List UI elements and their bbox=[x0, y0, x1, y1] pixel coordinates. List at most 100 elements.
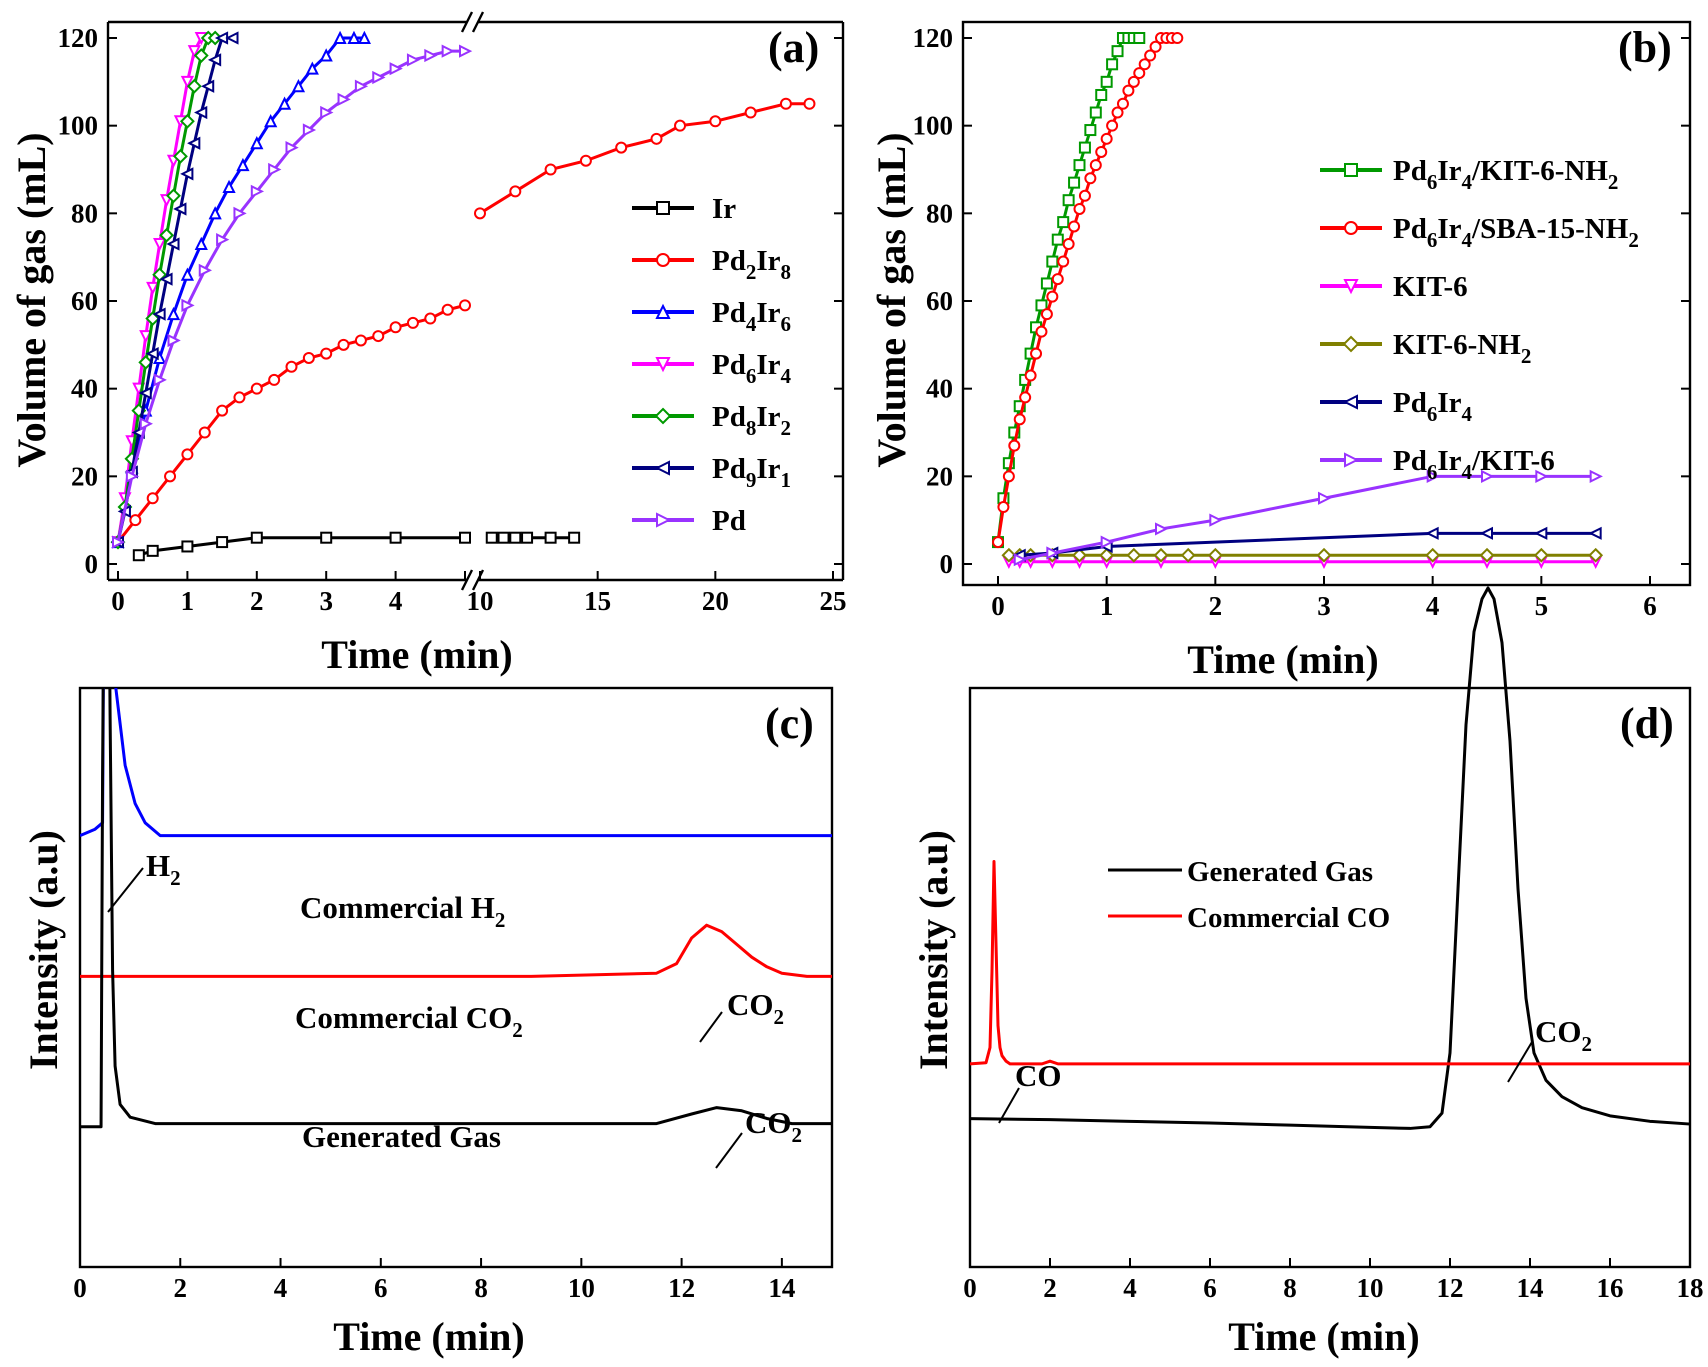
data-point bbox=[1035, 299, 1048, 312]
x-tick-label: 10 bbox=[467, 586, 494, 616]
data-point bbox=[139, 330, 153, 344]
annotation-arrow bbox=[107, 867, 144, 913]
data-point bbox=[1040, 308, 1053, 321]
data-point bbox=[424, 48, 438, 63]
x-tick-label: 14 bbox=[768, 1273, 795, 1303]
x-axis-label: Time (min) bbox=[321, 632, 512, 677]
data-point bbox=[354, 79, 369, 93]
data-point bbox=[1425, 526, 1439, 540]
y-tick-label: 0 bbox=[940, 549, 954, 579]
x-tick-label: 2 bbox=[174, 1273, 188, 1303]
data-point bbox=[1209, 513, 1223, 527]
data-point bbox=[1126, 547, 1142, 563]
y-tick-label: 80 bbox=[926, 198, 953, 228]
legend-marker bbox=[656, 201, 670, 215]
data-point bbox=[181, 540, 194, 553]
x-tick-label: 4 bbox=[1426, 591, 1440, 621]
data-point bbox=[285, 360, 298, 373]
data-point bbox=[236, 157, 250, 172]
data-point bbox=[145, 346, 159, 361]
data-point bbox=[372, 330, 385, 343]
y-axis-label: Volume of gas (mL) bbox=[9, 132, 54, 467]
data-point bbox=[166, 237, 180, 251]
x-tick-label: 20 bbox=[702, 586, 729, 616]
curve-label-generated-gas: Generated Gas bbox=[302, 1119, 501, 1154]
data-point bbox=[1046, 546, 1060, 560]
data-point bbox=[305, 61, 319, 75]
series-line bbox=[1019, 474, 1596, 562]
panel-d-xticks: 0 2 4 6 8 10 12 14 16 18 bbox=[963, 1258, 1704, 1303]
data-point bbox=[509, 185, 522, 198]
legend-label: Pd2​Ir8​ bbox=[712, 245, 791, 284]
data-point bbox=[1095, 88, 1108, 101]
annotation-co2: CO2​ bbox=[1535, 1014, 1592, 1056]
data-point bbox=[1111, 106, 1124, 119]
legend-marker bbox=[1344, 452, 1360, 468]
x-tick-label: 4 bbox=[389, 586, 403, 616]
legend-marker bbox=[654, 460, 670, 476]
data-point bbox=[1051, 233, 1064, 246]
data-point bbox=[198, 426, 211, 439]
data-point bbox=[1040, 277, 1053, 290]
legend-label: Pd6​Ir4​/SBA-15-NH2​ bbox=[1393, 213, 1639, 252]
data-point bbox=[1138, 58, 1151, 71]
data-point bbox=[216, 233, 230, 247]
data-point bbox=[302, 123, 317, 137]
legend-label: Pd4​Ir6​ bbox=[712, 297, 791, 336]
data-point bbox=[1008, 439, 1021, 452]
data-point bbox=[250, 184, 265, 199]
legend-label: Pd9​Ir1​ bbox=[712, 453, 791, 492]
data-point bbox=[200, 79, 215, 93]
data-point bbox=[1133, 32, 1146, 44]
data-point bbox=[509, 531, 522, 544]
legend-label: Pd6​Ir4​ bbox=[712, 349, 792, 388]
legend-marker bbox=[1342, 335, 1360, 353]
data-point bbox=[544, 531, 557, 544]
data-point bbox=[146, 281, 160, 296]
y-tick-label: 100 bbox=[913, 111, 954, 141]
data-point bbox=[291, 78, 306, 93]
data-point bbox=[302, 351, 315, 364]
data-point bbox=[1089, 159, 1102, 172]
panel-a-frame bbox=[106, 11, 845, 591]
annotation-h2: H2​ bbox=[146, 848, 181, 890]
data-point bbox=[1078, 189, 1091, 202]
data-point bbox=[579, 154, 592, 167]
data-point bbox=[132, 549, 145, 562]
panel-a-yticks: 0 20 40 60 80 100 120 bbox=[58, 23, 843, 579]
data-point bbox=[354, 334, 367, 347]
data-point bbox=[1481, 469, 1495, 483]
data-point bbox=[1030, 347, 1043, 360]
panel-a: 0 1 2 3 4 10 15 20 25 0 20 40 60 80 100 120 Time (min) Vo… bbox=[9, 11, 847, 677]
x-tick-label: 3 bbox=[1317, 591, 1331, 621]
panel-label: (c) bbox=[765, 699, 814, 748]
data-point bbox=[441, 303, 454, 316]
data-point bbox=[1100, 75, 1113, 88]
data-point bbox=[1013, 413, 1026, 426]
data-point bbox=[1008, 426, 1021, 439]
data-point bbox=[1318, 491, 1332, 505]
data-point bbox=[1035, 325, 1048, 338]
y-tick-label: 120 bbox=[58, 23, 99, 53]
data-point bbox=[164, 470, 177, 483]
data-point bbox=[485, 531, 498, 544]
data-point bbox=[1534, 526, 1548, 540]
data-point bbox=[406, 316, 419, 329]
series-pd6ir4-kit-6 bbox=[1013, 469, 1603, 567]
legend-label: Pd6​Ir4​ bbox=[1393, 387, 1473, 426]
data-point bbox=[347, 30, 361, 44]
data-point bbox=[1100, 132, 1113, 145]
data-point bbox=[1013, 552, 1027, 567]
data-point bbox=[1106, 119, 1119, 132]
x-tick-label: 25 bbox=[820, 586, 847, 616]
series-line bbox=[969, 860, 1690, 1066]
data-point bbox=[138, 386, 152, 400]
data-point bbox=[337, 92, 351, 106]
data-point bbox=[521, 531, 534, 544]
data-point bbox=[1051, 273, 1064, 286]
data-point bbox=[198, 263, 212, 277]
legend: Pd6​Ir4​/KIT-6-NH2​ Pd6​Ir4​/SBA-15-NH2​ K… bbox=[1320, 155, 1639, 484]
data-point bbox=[173, 148, 188, 164]
